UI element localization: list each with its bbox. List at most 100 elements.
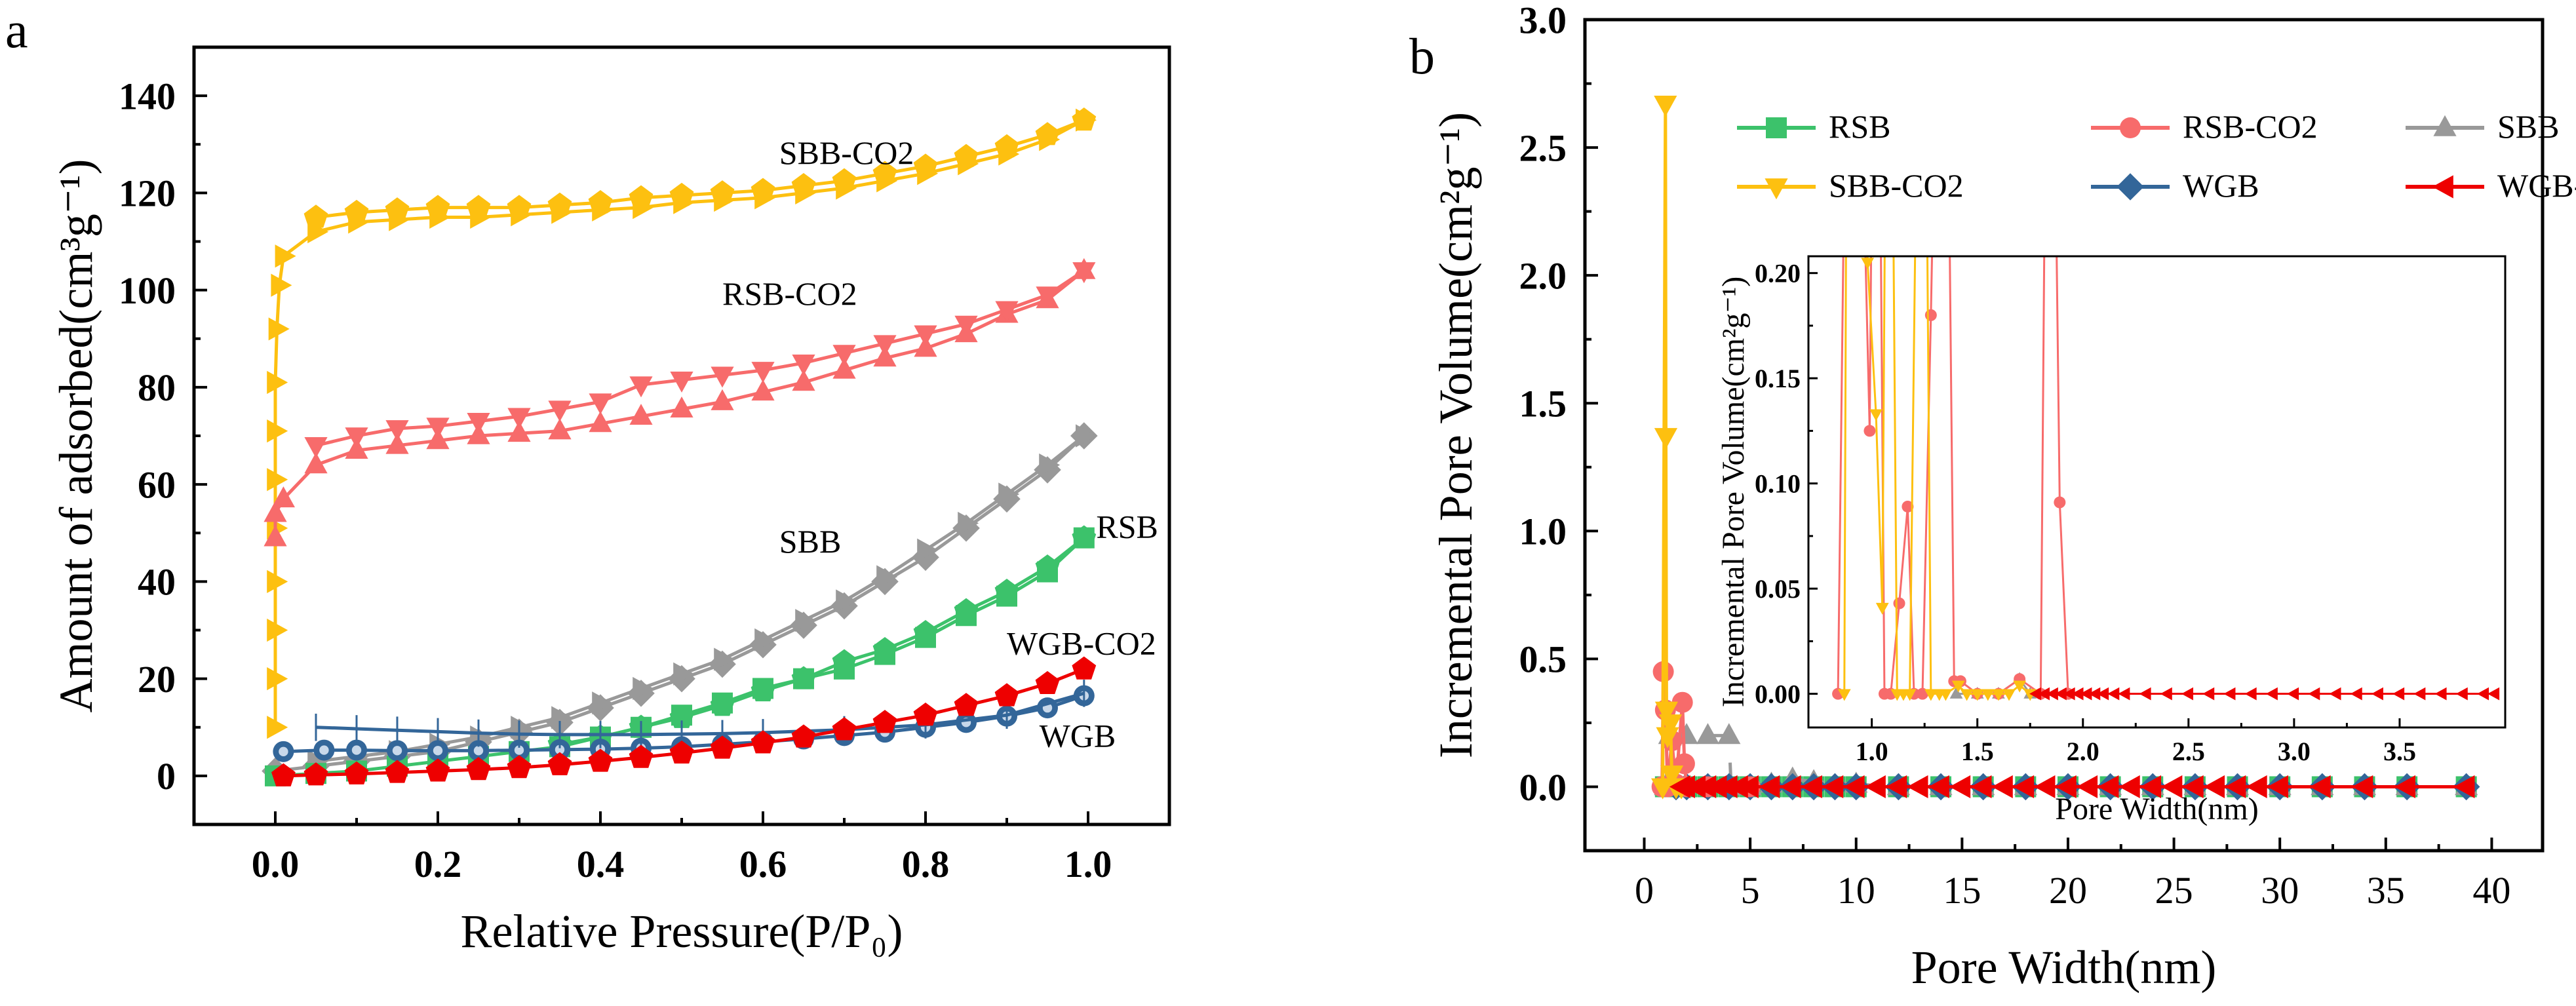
data-point bbox=[1072, 262, 1096, 284]
data-point bbox=[267, 370, 288, 395]
data-point bbox=[2434, 687, 2447, 701]
x-tick-label: 0.8 bbox=[902, 843, 950, 885]
data-point bbox=[995, 301, 1019, 322]
data-point bbox=[303, 762, 328, 786]
data-point bbox=[711, 389, 734, 410]
data-point bbox=[1902, 500, 1914, 513]
data-point bbox=[2202, 687, 2215, 701]
data-point bbox=[670, 371, 693, 393]
data-point bbox=[2352, 775, 2373, 799]
data-point bbox=[832, 357, 856, 379]
data-point bbox=[2037, 687, 2050, 701]
data-point bbox=[633, 676, 654, 701]
data-point bbox=[2371, 687, 2383, 701]
chart-b-inset: 1.0 1.5 2.0 2.5 3.0 3.5 0.00 0.05 0.10 0.15 0.20 Po… bbox=[1716, 255, 2507, 826]
data-point bbox=[1716, 775, 1738, 799]
plot-area bbox=[262, 107, 1098, 786]
data-point bbox=[754, 628, 776, 651]
x-tick-label: 1.0 bbox=[1064, 843, 1112, 885]
data-point bbox=[2080, 687, 2092, 701]
data-point bbox=[2244, 687, 2257, 701]
data-point bbox=[588, 748, 613, 772]
data-point bbox=[2392, 687, 2405, 701]
data-point bbox=[271, 763, 296, 786]
data-point bbox=[303, 204, 328, 228]
series-annotation: SBB-CO2 bbox=[779, 134, 914, 171]
x-tick-label: 0.6 bbox=[739, 843, 787, 885]
data-point bbox=[2204, 775, 2225, 799]
data-point bbox=[589, 411, 612, 433]
data-point-highlight bbox=[555, 745, 565, 755]
data-point bbox=[267, 419, 288, 443]
legend-item-wgb: WGB bbox=[2091, 167, 2259, 204]
data-point bbox=[710, 735, 735, 759]
data-point bbox=[1654, 95, 1677, 117]
data-point bbox=[714, 648, 735, 671]
y-tick-label: 2.0 bbox=[1519, 254, 1567, 297]
data-point bbox=[589, 393, 612, 415]
y-tick-label: 0.15 bbox=[1755, 364, 1801, 393]
data-point bbox=[551, 706, 573, 729]
y-tick-label: 20 bbox=[138, 658, 176, 701]
legend-label: RSB-CO2 bbox=[2183, 108, 2318, 145]
x-tick-label: 3.5 bbox=[2383, 737, 2416, 766]
data-point bbox=[751, 178, 775, 201]
x-tick-label: 0.4 bbox=[577, 843, 625, 885]
data-point bbox=[1759, 775, 1780, 799]
data-point bbox=[547, 192, 572, 216]
chart-b-pore-distribution: 0 5 10 15 20 25 30 35 40 0.0 0.5 1.0 1.5 2.0 2.5 3.0 Por… bbox=[1430, 0, 2576, 994]
y-tick-label: 60 bbox=[138, 463, 176, 506]
data-point bbox=[954, 598, 979, 621]
data-point bbox=[1822, 775, 1844, 799]
y-tick-label: 80 bbox=[138, 366, 176, 409]
data-point bbox=[2029, 687, 2042, 701]
data-point bbox=[2350, 687, 2362, 701]
data-point bbox=[1949, 775, 1971, 799]
data-point bbox=[669, 705, 694, 728]
data-point bbox=[548, 418, 572, 440]
data-point bbox=[1843, 775, 1865, 799]
legend-marker bbox=[1765, 178, 1788, 200]
legend-item-rsb: RSB bbox=[1737, 108, 1891, 145]
x-tick-label: 15 bbox=[1943, 869, 1981, 912]
y-tick-label: 40 bbox=[138, 561, 176, 604]
data-point bbox=[275, 244, 296, 268]
data-point bbox=[466, 757, 491, 781]
x-axis-title: Pore Width(nm) bbox=[1911, 941, 2217, 994]
data-point bbox=[2077, 775, 2098, 799]
data-point bbox=[1992, 689, 2005, 701]
data-point bbox=[507, 421, 531, 442]
data-point-highlight bbox=[514, 745, 524, 755]
data-point bbox=[2160, 687, 2172, 701]
y-tick-label: 120 bbox=[119, 172, 176, 215]
legend-label: SBB bbox=[2497, 108, 2560, 145]
y-tick-label: 100 bbox=[119, 269, 176, 312]
data-point bbox=[913, 620, 938, 644]
data-point bbox=[791, 666, 816, 689]
data-point bbox=[629, 404, 653, 425]
y-tick-label: 0.5 bbox=[1519, 638, 1567, 681]
data-point bbox=[832, 345, 856, 366]
data-point bbox=[832, 649, 857, 672]
x-tick-label: 0.0 bbox=[252, 843, 300, 885]
data-point bbox=[2329, 687, 2341, 701]
data-point bbox=[267, 716, 288, 739]
data-point bbox=[2118, 775, 2140, 799]
data-point bbox=[994, 134, 1019, 157]
data-point bbox=[1981, 689, 1995, 701]
x-tick-label: 10 bbox=[1837, 869, 1875, 912]
data-point bbox=[267, 468, 288, 492]
data-point bbox=[548, 400, 572, 422]
legend-marker bbox=[1766, 117, 1787, 138]
data-point bbox=[1960, 689, 1974, 701]
data-point bbox=[2413, 687, 2426, 701]
x-tick-label: 0 bbox=[1635, 869, 1654, 912]
data-point bbox=[1654, 428, 1678, 450]
data-point bbox=[1671, 691, 1693, 713]
data-point bbox=[876, 565, 898, 589]
legend-item-rsb-co2: RSB-CO2 bbox=[2091, 108, 2318, 145]
data-point bbox=[267, 570, 288, 593]
data-point bbox=[467, 412, 490, 434]
data-point bbox=[385, 760, 410, 783]
